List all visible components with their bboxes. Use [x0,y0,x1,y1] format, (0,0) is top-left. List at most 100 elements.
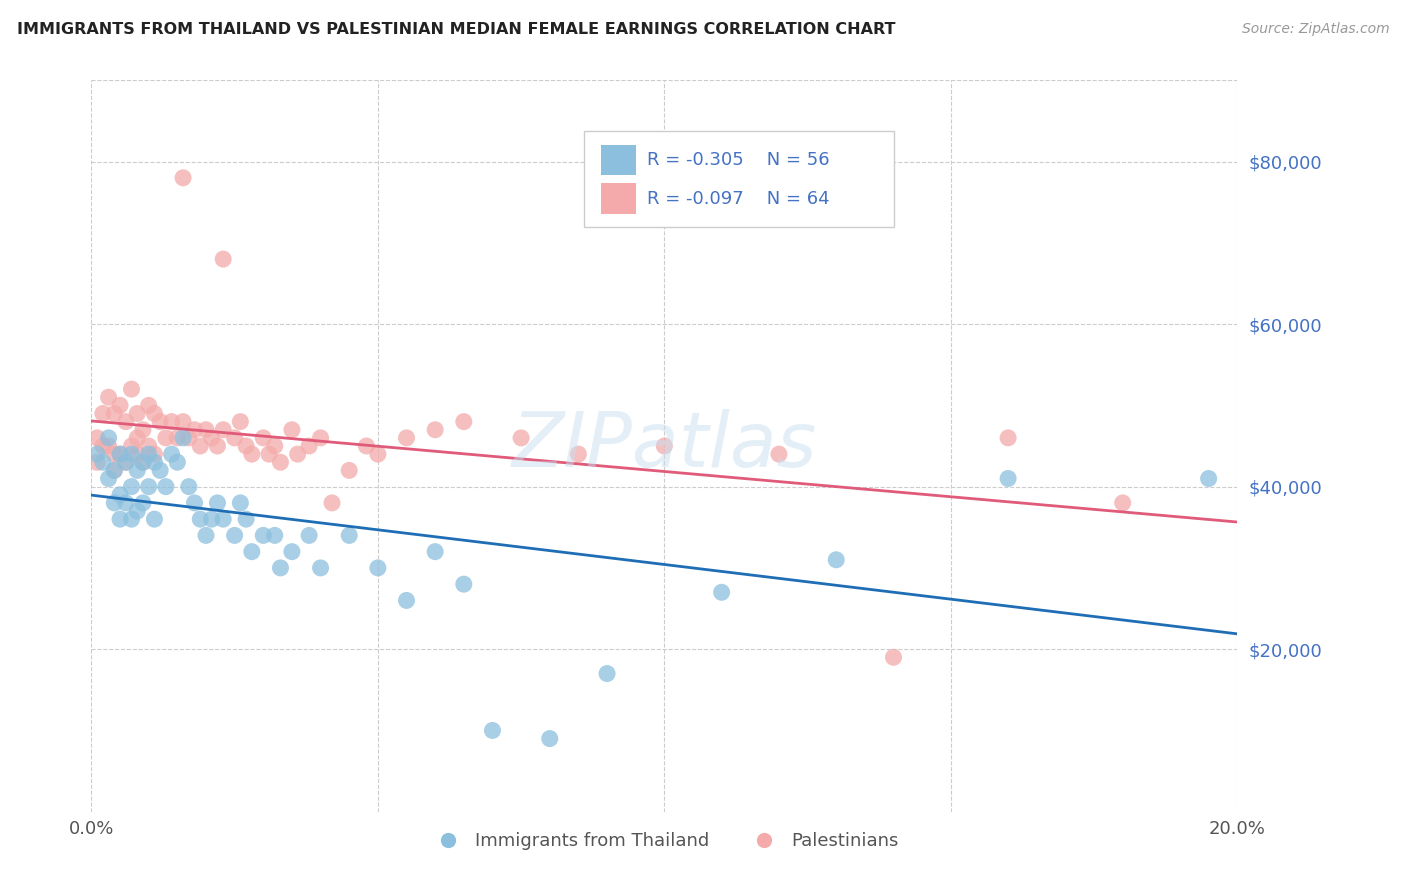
Point [257,447,280,461]
Point [453,577,475,591]
FancyBboxPatch shape [583,131,893,227]
Point [166,431,188,445]
Point [207,439,229,453]
Text: R = -0.305    N = 56: R = -0.305 N = 56 [647,151,830,169]
Point [143,455,166,469]
Point [188,439,211,453]
Text: ZIPatlas: ZIPatlas [512,409,817,483]
Point [127,431,149,445]
Point [194,423,217,437]
Point [309,431,332,445]
Point [121,512,143,526]
Point [108,398,131,412]
Point [367,447,389,461]
Point [172,415,194,429]
Legend: Immigrants from Thailand, Palestinians: Immigrants from Thailand, Palestinians [423,825,905,857]
Point [108,488,131,502]
Point [269,455,291,469]
Point [121,439,143,453]
Point [252,528,274,542]
Point [138,447,160,461]
Point [269,561,291,575]
Point [143,512,166,526]
Point [127,504,149,518]
Point [86,431,108,445]
Point [121,382,143,396]
Point [453,415,475,429]
Point [132,455,155,469]
Point [212,423,235,437]
Point [321,496,343,510]
Point [97,431,120,445]
Point [252,431,274,445]
Point [596,666,619,681]
Point [337,463,360,477]
Point [172,170,194,185]
Point [235,439,257,453]
Point [138,439,160,453]
Point [194,528,217,542]
Point [143,407,166,421]
Point [155,480,177,494]
Point [423,544,446,558]
FancyBboxPatch shape [602,184,636,214]
Point [212,512,235,526]
Point [149,463,172,477]
Point [188,512,211,526]
Point [103,447,125,461]
Point [367,561,389,575]
Point [160,447,183,461]
Point [229,415,252,429]
Point [298,528,321,542]
Point [91,455,114,469]
Point [127,447,149,461]
Point [114,496,136,510]
Point [177,480,200,494]
Point [103,407,125,421]
Point [652,439,675,453]
Point [86,447,108,461]
Point [224,431,246,445]
Point [160,415,183,429]
Point [298,439,321,453]
Point [97,471,120,485]
Point [132,423,155,437]
Point [103,496,125,510]
Point [768,447,790,461]
Point [235,512,257,526]
Point [201,431,224,445]
Point [229,496,252,510]
Point [103,463,125,477]
Point [395,431,418,445]
Point [263,439,285,453]
Point [114,415,136,429]
Point [997,431,1019,445]
Point [281,423,304,437]
Point [567,447,589,461]
Point [997,471,1019,485]
Point [97,390,120,404]
Point [224,528,246,542]
Point [108,512,131,526]
Point [395,593,418,607]
Point [481,723,503,738]
Point [309,561,332,575]
Point [132,496,155,510]
Point [825,553,848,567]
Point [121,480,143,494]
Point [183,496,205,510]
Point [97,439,120,453]
Point [132,455,155,469]
Point [127,407,149,421]
Point [201,512,224,526]
Point [103,463,125,477]
Point [114,455,136,469]
Point [287,447,309,461]
Point [155,431,177,445]
Text: IMMIGRANTS FROM THAILAND VS PALESTINIAN MEDIAN FEMALE EARNINGS CORRELATION CHART: IMMIGRANTS FROM THAILAND VS PALESTINIAN … [17,22,896,37]
Point [710,585,733,599]
Point [108,447,131,461]
Point [337,528,360,542]
Point [263,528,285,542]
Point [240,544,263,558]
